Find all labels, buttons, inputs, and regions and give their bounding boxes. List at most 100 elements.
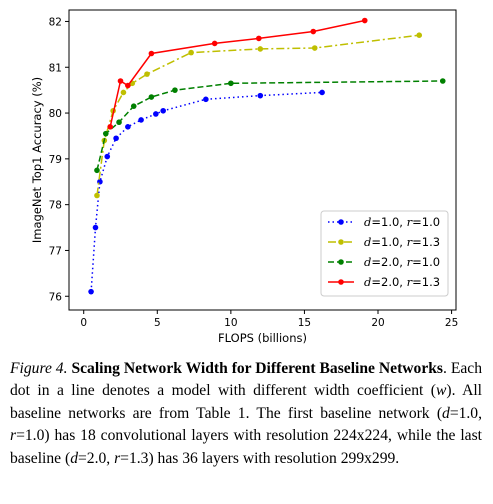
legend-entry: d=1.0, r=1.0 <box>328 215 440 229</box>
data-point <box>188 49 194 56</box>
data-point <box>439 78 446 84</box>
data-point <box>88 288 94 295</box>
legend-label-part: =2.0, <box>371 275 406 289</box>
data-point <box>92 224 99 231</box>
caption-text: =1.0) has 18 convolutional layers with r… <box>10 427 482 467</box>
x-tick-label: 0 <box>80 317 87 329</box>
legend-label: d=2.0, r=1.0 <box>364 255 440 269</box>
legend-label-part: =1.0 <box>412 215 440 229</box>
legend-label-part: =1.0, <box>371 215 406 229</box>
legend-label-part: d <box>364 275 371 289</box>
x-tick-label: 15 <box>298 317 311 329</box>
legend-label-part: d <box>364 215 371 229</box>
data-point <box>104 153 111 160</box>
caption-var-r: r <box>10 427 17 445</box>
data-point <box>416 32 423 38</box>
plot-area: 0 5 10 15 20 25 76 77 78 79 80 81 82 <box>49 9 458 329</box>
legend-marker <box>338 219 344 225</box>
caption-var-w: w <box>435 382 447 400</box>
x-tick-label: 20 <box>371 317 384 329</box>
legend: d=1.0, r=1.0d=1.0, r=1.3d=2.0, r=1.0d=2.… <box>320 210 449 297</box>
legend-entry: d=2.0, r=1.0 <box>328 255 440 269</box>
data-point <box>102 130 109 137</box>
data-point <box>94 167 100 174</box>
caption-text: . Each dot in a line denotes a model wit… <box>10 360 482 400</box>
data-point <box>148 50 155 57</box>
x-tick-label: 5 <box>154 317 161 329</box>
figure-caption: Figure 4. Scaling Network Width for Diff… <box>10 358 482 470</box>
series-line <box>96 80 443 171</box>
legend-marker <box>338 239 344 245</box>
data-point <box>160 107 166 114</box>
data-point <box>117 78 124 84</box>
caption-text: =1.0, <box>449 404 482 422</box>
data-point <box>256 35 262 42</box>
data-point <box>203 96 209 103</box>
data-point <box>144 71 150 77</box>
data-point <box>125 82 131 89</box>
data-point <box>120 89 127 96</box>
series-line <box>90 91 323 292</box>
data-point <box>257 46 264 52</box>
data-point <box>125 123 131 130</box>
y-tick-label: 82 <box>49 16 62 28</box>
legend-label-part: r <box>407 215 414 229</box>
legend-label-part: r <box>407 275 414 289</box>
figure-title: Scaling Network Width for Different Base… <box>71 360 443 377</box>
legend-label-part: =1.3 <box>412 275 440 289</box>
data-point <box>94 192 100 199</box>
caption-var-d: d <box>70 449 78 467</box>
series-line <box>96 34 420 196</box>
y-axis-label: ImageNet Top1 Accuracy (%) <box>30 77 44 243</box>
caption-var-r: r <box>114 449 121 467</box>
caption-text: =2.0, <box>77 449 115 467</box>
legend-label-part: d <box>364 255 371 269</box>
x-tick-label: 10 <box>224 317 237 329</box>
y-tick-label: 80 <box>49 108 62 120</box>
legend-label-part: d <box>364 235 371 249</box>
data-point <box>148 94 155 100</box>
data-point <box>361 17 368 24</box>
data-point <box>153 111 159 117</box>
legend-label: d=2.0, r=1.3 <box>364 275 440 289</box>
legend-label: d=1.0, r=1.3 <box>364 235 440 249</box>
y-tick-label: 77 <box>49 245 62 257</box>
legend-marker <box>338 279 344 285</box>
series-lines <box>88 17 446 295</box>
series-1 <box>94 32 423 199</box>
x-axis-label: FLOPS (billions) <box>218 331 307 345</box>
series-3 <box>107 17 368 130</box>
caption-text: =1.3) has 36 layers with resolution 299x… <box>120 449 400 467</box>
legend-label-part: =1.0, <box>371 235 406 249</box>
y-tick-label: 81 <box>49 62 62 74</box>
data-point <box>172 87 178 93</box>
series-2 <box>94 78 446 174</box>
data-point <box>107 123 114 130</box>
legend-label-part: r <box>407 235 414 249</box>
data-point <box>310 28 317 35</box>
legend-entry: d=2.0, r=1.3 <box>328 275 440 289</box>
figure-label: Figure 4. <box>10 360 68 377</box>
legend-entry: d=1.0, r=1.3 <box>328 235 440 249</box>
legend-label: d=1.0, r=1.0 <box>364 215 440 229</box>
y-tick-label: 79 <box>49 154 62 166</box>
legend-box <box>320 210 449 297</box>
legend-label-part: =1.3 <box>412 235 440 249</box>
legend-marker <box>338 259 344 265</box>
data-point <box>257 92 264 99</box>
data-point <box>130 103 137 109</box>
series-0 <box>88 89 325 295</box>
x-tick-label: 25 <box>445 317 458 329</box>
plot-frame <box>68 9 457 311</box>
data-point <box>211 40 218 47</box>
data-point <box>138 117 144 123</box>
y-tick-label: 78 <box>49 200 62 212</box>
legend-label-part: r <box>407 255 414 269</box>
data-point <box>311 45 318 51</box>
data-point <box>113 135 119 142</box>
caption-text: ). All baseline networks are from Table … <box>10 382 482 422</box>
data-point <box>228 80 234 87</box>
legend-label-part: =1.0 <box>412 255 440 269</box>
data-point <box>116 119 122 126</box>
